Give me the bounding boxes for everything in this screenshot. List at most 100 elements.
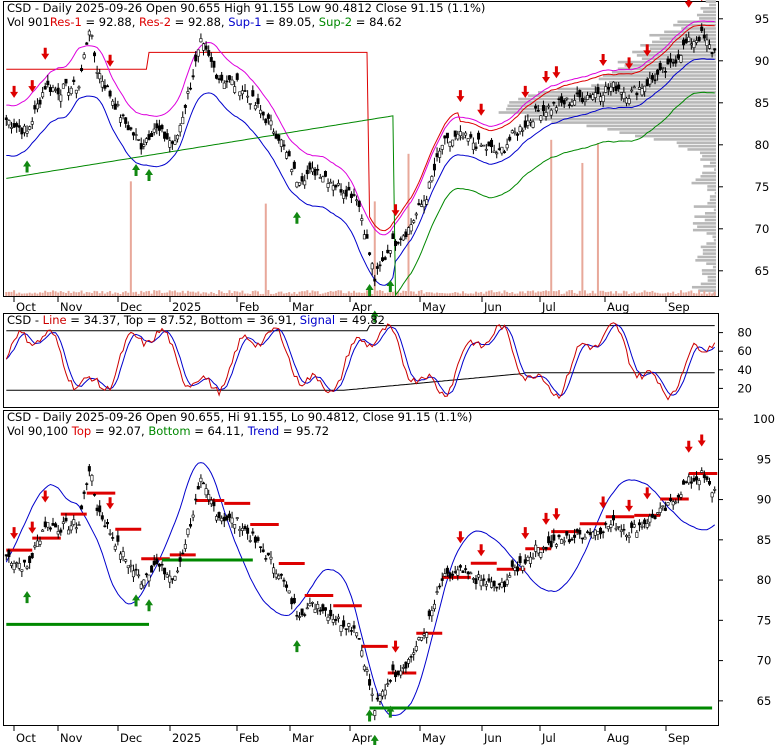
trend-header-part: = 92.07, — [91, 424, 148, 438]
volume-bar — [153, 290, 156, 296]
volume-profile-bar — [557, 87, 716, 91]
trend-candle-body — [684, 481, 688, 483]
volume-bar — [10, 291, 13, 296]
volume-profile-bar — [591, 84, 716, 87]
trend-candle-body — [368, 679, 372, 686]
candle-body — [295, 181, 299, 188]
volume-bar — [39, 292, 42, 296]
trend-candle-body — [604, 523, 608, 525]
trend-candle-body — [495, 586, 499, 589]
trend-candle-body — [381, 690, 385, 697]
trend-line — [5, 462, 716, 717]
volume-bar — [389, 291, 392, 296]
sell-arrow — [625, 57, 634, 70]
volume-bar — [495, 291, 498, 296]
trend-candle-body — [147, 574, 151, 582]
trend-candle-body — [378, 695, 382, 702]
trend-candle-body — [222, 516, 226, 522]
trend-candle-body — [287, 590, 291, 594]
candle-body — [111, 100, 115, 106]
trend-candle-body — [692, 477, 696, 482]
trend-candle-body — [697, 480, 701, 486]
trend-candle-body — [676, 495, 680, 498]
trend-candle-body — [56, 531, 60, 535]
trend-candle-body — [487, 578, 491, 582]
trend-candle-body — [562, 540, 566, 543]
volume-bar — [685, 292, 688, 296]
candle-body — [487, 141, 491, 147]
candle-body — [627, 98, 631, 104]
trend-candle-body — [113, 545, 117, 550]
candle-body — [38, 99, 42, 105]
price-header-part: = 89.05, — [262, 15, 319, 29]
volume-profile-bar — [706, 262, 716, 265]
candle-body — [466, 138, 470, 142]
volume-bar — [687, 291, 690, 296]
sell-arrow — [391, 204, 400, 217]
candle-body — [438, 150, 442, 158]
candle-body — [399, 238, 403, 240]
volume-bar — [500, 293, 503, 296]
trend-candle-body — [596, 530, 600, 535]
volume-profile-bar — [696, 13, 716, 17]
candle-body — [710, 52, 714, 55]
volume-bar — [109, 290, 112, 296]
trend-candle-body — [593, 529, 597, 536]
volume-profile-bar — [676, 141, 716, 145]
volume-bar — [231, 293, 234, 296]
candle-body — [30, 121, 34, 125]
volume-bar — [552, 291, 555, 296]
candle-body — [554, 107, 558, 112]
trend-candle-body — [526, 556, 530, 561]
volume-profile-bar — [707, 275, 716, 279]
volume-bar — [199, 293, 202, 296]
stochastic-header-part: Bottom — [200, 313, 242, 327]
trend-x-tick-label: 2025 — [172, 731, 201, 745]
candle-body — [492, 150, 496, 153]
candle-body — [518, 126, 522, 133]
trend-candle-body — [295, 614, 299, 617]
volume-profile-bar — [697, 255, 716, 259]
candle-body — [214, 74, 218, 79]
candle-body — [510, 130, 514, 134]
trend-candle-body — [386, 683, 390, 685]
trend-candle-body — [199, 477, 203, 482]
candle-body — [126, 125, 130, 131]
trend-candle-body — [163, 567, 167, 575]
candle-body — [365, 234, 369, 239]
trend-candle-body — [417, 637, 421, 641]
volume-bar — [516, 293, 519, 296]
volume-bar — [194, 292, 197, 296]
trend-candle-body — [412, 652, 416, 655]
volume-bar — [576, 293, 579, 296]
trend-candle-body — [705, 476, 709, 480]
volume-bar — [461, 291, 464, 296]
volume-bar — [654, 292, 657, 296]
candle-body — [183, 105, 187, 108]
volume-bar — [578, 290, 581, 296]
candle-body — [235, 73, 239, 80]
trend-candle-body — [183, 544, 187, 549]
candle-body — [292, 161, 296, 169]
volume-bar — [28, 292, 31, 296]
volume-bar — [202, 292, 205, 296]
volume-bar — [711, 293, 714, 296]
trend-candle-body — [453, 571, 457, 573]
volume-bar — [321, 293, 324, 296]
volume-bar — [189, 291, 192, 296]
candle-body — [69, 87, 73, 94]
trend-candle-body — [510, 560, 514, 567]
candle-body — [331, 185, 335, 191]
candle-body — [347, 186, 351, 191]
candle-body — [619, 92, 623, 95]
volume-bar — [630, 293, 633, 296]
volume-profile-bar — [699, 17, 716, 20]
trend-candle-body — [329, 609, 333, 617]
candle-body — [573, 100, 577, 106]
trend-candle-body — [622, 528, 626, 531]
stochastic-header-part: Top — [123, 313, 143, 327]
trend-candle-body — [396, 670, 400, 675]
trend-candle-body — [477, 574, 481, 578]
candle-body — [575, 92, 579, 95]
volume-bar — [254, 290, 257, 296]
